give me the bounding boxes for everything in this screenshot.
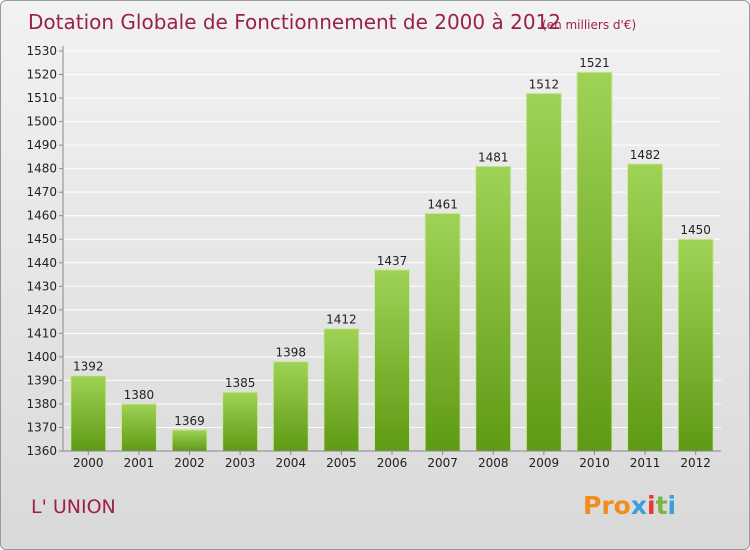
y-tick-label: 1390 [26,373,57,387]
bar-2003 [222,391,259,452]
bar-2000 [70,375,107,452]
chart-title: Dotation Globale de Fonctionnement de 20… [28,10,561,34]
bar-2010 [576,71,613,452]
y-tick-label: 1380 [26,397,57,411]
x-tick-label-2004: 2004 [275,456,306,470]
value-label-2004: 1398 [275,346,306,360]
x-tick-label-2008: 2008 [478,456,509,470]
bar-2009 [525,92,562,452]
bar-2004 [272,361,309,452]
bar-2002 [171,429,208,452]
logo-letter: P [583,491,602,520]
logo-letter: i [667,491,677,520]
y-tick-label: 1420 [26,303,57,317]
value-label-2008: 1481 [478,150,509,164]
x-tick-label-2006: 2006 [377,456,408,470]
y-tick-label: 1490 [26,138,57,152]
bar-2007 [424,212,461,452]
logo-letter: r [601,491,614,520]
y-tick-label: 1480 [26,162,57,176]
bar-2006 [374,269,410,452]
chart-unit: (en milliers d'€) [542,18,636,32]
proxiti-logo: Proxiti [583,491,676,520]
logo-letter: t [655,491,668,520]
logo-letter: o [613,491,631,520]
x-tick-label-2007: 2007 [427,456,458,470]
value-label-2012: 1450 [680,223,711,237]
y-tick-label: 1530 [26,44,57,58]
x-tick-label-2012: 2012 [680,456,711,470]
x-tick-label-2003: 2003 [225,456,256,470]
value-label-2007: 1461 [427,197,458,211]
y-tick-label: 1370 [26,420,57,434]
value-label-2003: 1385 [225,376,256,390]
y-tick-label: 1450 [26,232,57,246]
y-tick-label: 1500 [26,115,57,129]
x-tick-label-2010: 2010 [579,456,610,470]
bar-2008 [475,165,512,452]
value-label-2002: 1369 [174,414,205,428]
x-tick-label-2000: 2000 [73,456,104,470]
y-tick-label: 1470 [26,185,57,199]
value-label-2009: 1512 [529,77,560,91]
bar-2001 [120,403,157,452]
y-tick-label: 1460 [26,209,57,223]
bar-2012 [677,238,714,452]
value-label-2011: 1482 [630,148,661,162]
x-tick-label-2005: 2005 [326,456,357,470]
y-tick-label: 1410 [26,326,57,340]
bar-2005 [323,328,360,452]
y-tick-label: 1400 [26,350,57,364]
y-tick-label: 1520 [26,68,57,82]
y-tick-label: 1430 [26,279,57,293]
y-tick-label: 1440 [26,256,57,270]
bar-2011 [627,163,664,452]
value-label-2005: 1412 [326,313,357,327]
x-tick-label-2002: 2002 [174,456,205,470]
value-label-2001: 1380 [124,388,155,402]
logo-letter: i [647,491,656,520]
y-tick-label: 1510 [26,91,57,105]
value-label-2010: 1521 [579,56,610,70]
logo-letter: x [630,491,647,520]
value-label-2006: 1437 [377,254,408,268]
x-tick-label-2011: 2011 [630,456,661,470]
value-label-2000: 1392 [73,360,104,374]
x-tick-label-2001: 2001 [124,456,155,470]
x-tick-label-2009: 2009 [529,456,560,470]
y-tick-label: 1360 [26,444,57,458]
commune-name: L' UNION [31,496,116,518]
